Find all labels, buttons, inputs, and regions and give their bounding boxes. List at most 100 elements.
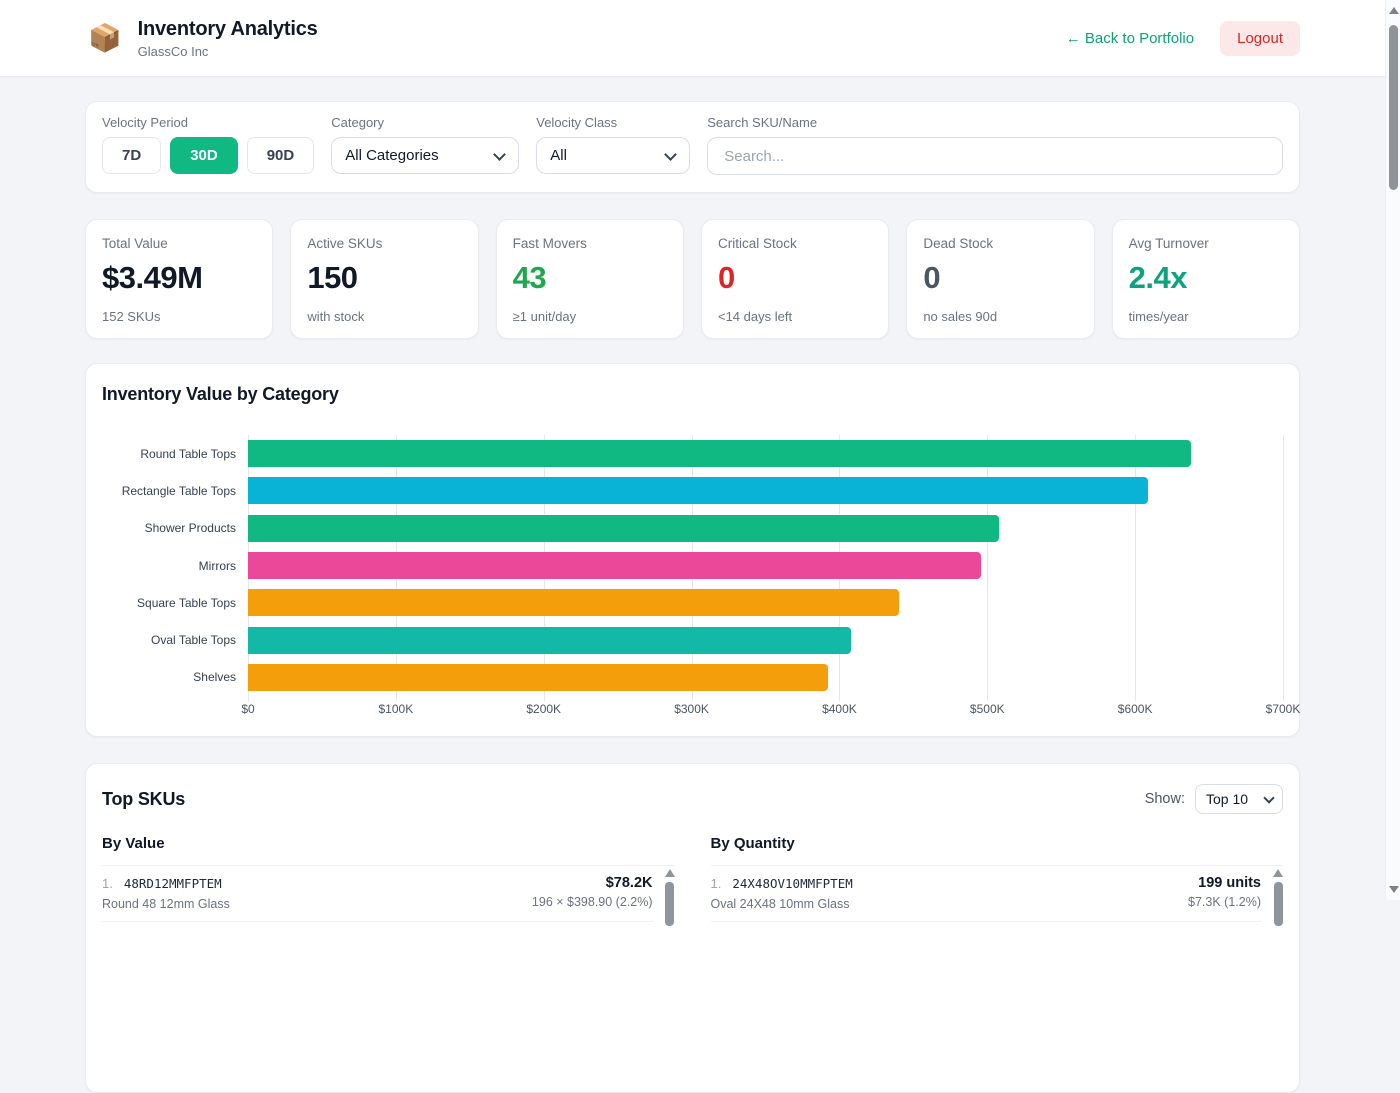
chart-bar-row <box>248 584 1283 621</box>
velocity-class-select-wrap: All <box>536 137 690 174</box>
sku-columns: By Value 1. 48RD12MMFPTEM Round 48 12mm G… <box>102 835 1283 922</box>
show-count-select[interactable]: Top 10 <box>1195 784 1283 814</box>
stat-value: 0 <box>923 260 1077 296</box>
sku-list-item[interactable]: 1.24X48OV10MMFPTEM Oval 24X48 10mm Glass… <box>711 866 1262 922</box>
sku-list-item[interactable]: 1.48RD12MMFPTEM Round 48 12mm Glass $78.… <box>102 866 653 922</box>
stat-value: 2.4x <box>1129 260 1283 296</box>
page-scrollbar-thumb[interactable] <box>1389 25 1398 190</box>
chart-category-label: Mirrors <box>199 559 236 573</box>
sku-value: 199 units <box>1188 875 1261 891</box>
chart-category-label: Rectangle Table Tops <box>122 484 236 498</box>
stat-card: Fast Movers 43 ≥1 unit/day <box>496 219 684 339</box>
stat-card: Active SKUs 150 with stock <box>290 219 478 339</box>
chart-bar[interactable] <box>248 440 1191 467</box>
chart-bar[interactable] <box>248 589 899 616</box>
chart-x-axis: $0$100K$200K$300K$400K$500K$600K$700K <box>248 702 1283 724</box>
page-scrollbar[interactable] <box>1385 0 1400 900</box>
chart-bar-row <box>248 621 1283 658</box>
sku-column-header: By Quantity <box>711 835 1284 852</box>
chart-x-tick-label: $100K <box>378 702 413 716</box>
category-label: Category <box>331 115 519 130</box>
stat-sublabel: times/year <box>1129 309 1283 324</box>
category-select-wrap: All Categories <box>331 137 519 174</box>
chart-category-label: Square Table Tops <box>137 596 236 610</box>
sku-code: 24X48OV10MMFPTEM <box>732 876 852 891</box>
brand: 📦 Inventory Analytics GlassCo Inc <box>88 18 318 59</box>
page-title: Inventory Analytics <box>138 18 318 41</box>
scrollbar-up-arrow-icon[interactable] <box>1386 3 1400 18</box>
stat-card: Dead Stock 0 no sales 90d <box>906 219 1094 339</box>
stat-label: Total Value <box>102 236 256 251</box>
show-select-wrap: Top 10 <box>1195 784 1283 814</box>
chart-bar-row <box>248 472 1283 509</box>
list-scrollbar[interactable] <box>665 869 675 926</box>
sku-name: Oval 24X48 10mm Glass <box>711 897 853 911</box>
sku-column: By Quantity 1.24X48OV10MMFPTEM Oval 24X4… <box>711 835 1284 922</box>
sku-sub: 196 × $398.90 (2.2%) <box>532 895 653 909</box>
chart-x-tick-label: $200K <box>526 702 561 716</box>
stat-value: $3.49M <box>102 260 256 296</box>
chart-bar[interactable] <box>248 627 851 654</box>
chart-plot-area <box>248 435 1283 696</box>
chart-x-tick-label: $700K <box>1266 702 1301 716</box>
chart-bar[interactable] <box>248 515 999 542</box>
sku-column: By Value 1. 48RD12MMFPTEM Round 48 12mm G… <box>102 835 675 922</box>
scrollbar-thumb[interactable] <box>665 882 674 926</box>
velocity-period-group: Velocity Period 7D30D90D <box>102 115 314 179</box>
stat-sublabel: with stock <box>307 309 461 324</box>
top-skus-title: Top SKUs <box>102 789 185 810</box>
chart-bar-row <box>248 547 1283 584</box>
search-group: Search SKU/Name <box>707 115 1283 179</box>
scroll-up-arrow-icon[interactable] <box>665 869 675 877</box>
velocity-period-30d-button[interactable]: 30D <box>170 137 238 174</box>
sku-list: 1.48RD12MMFPTEM Round 48 12mm Glass $78.… <box>102 865 675 922</box>
chart-category-label: Oval Table Tops <box>151 633 236 647</box>
stat-label: Active SKUs <box>307 236 461 251</box>
stat-value: 43 <box>513 260 667 296</box>
sku-rank: 1. <box>102 876 113 891</box>
sku-sub: $7.3K (1.2%) <box>1188 895 1261 909</box>
stat-sublabel: ≥1 unit/day <box>513 309 667 324</box>
stat-card: Avg Turnover 2.4x times/year <box>1112 219 1300 339</box>
sku-column-header: By Value <box>102 835 675 852</box>
list-scrollbar[interactable] <box>1273 869 1283 926</box>
velocity-period-7d-button[interactable]: 7D <box>102 137 161 174</box>
package-icon: 📦 <box>88 25 122 52</box>
velocity-period-label: Velocity Period <box>102 115 314 130</box>
stat-sublabel: no sales 90d <box>923 309 1077 324</box>
chart-bar[interactable] <box>248 552 981 579</box>
scroll-up-arrow-icon[interactable] <box>1273 869 1283 877</box>
company-subtitle: GlassCo Inc <box>138 44 318 59</box>
chart-bar[interactable] <box>248 664 828 691</box>
stat-label: Dead Stock <box>923 236 1077 251</box>
stat-value: 150 <box>307 260 461 296</box>
stat-card: Critical Stock 0 <14 days left <box>701 219 889 339</box>
chart-x-tick-label: $400K <box>822 702 857 716</box>
sku-code: 48RD12MMFPTEM <box>124 876 222 891</box>
velocity-class-select[interactable]: All <box>536 137 690 174</box>
top-skus-card: Top SKUs Show: Top 10 By Value 1. 48RD12M… <box>85 763 1300 1093</box>
search-input[interactable] <box>707 137 1283 175</box>
velocity-period-90d-button[interactable]: 90D <box>247 137 315 174</box>
chart-bar-row <box>248 510 1283 547</box>
sku-name: Round 48 12mm Glass <box>102 897 230 911</box>
chart-bar[interactable] <box>248 477 1148 504</box>
velocity-class-label: Velocity Class <box>536 115 690 130</box>
chart-gridline <box>1283 435 1284 701</box>
show-label: Show: <box>1145 791 1185 807</box>
chart-x-tick-label: $0 <box>241 702 254 716</box>
chart-x-tick-label: $500K <box>970 702 1005 716</box>
back-to-portfolio-link[interactable]: ← Back to Portfolio <box>1066 30 1194 47</box>
scrollbar-down-arrow-icon[interactable] <box>1386 882 1400 897</box>
category-group: Category All Categories <box>331 115 519 179</box>
scrollbar-thumb[interactable] <box>1274 882 1283 926</box>
logout-button[interactable]: Logout <box>1220 21 1300 56</box>
velocity-class-group: Velocity Class All <box>536 115 690 179</box>
app-header: 📦 Inventory Analytics GlassCo Inc ← Back… <box>0 0 1400 77</box>
stat-sublabel: <14 days left <box>718 309 872 324</box>
category-select[interactable]: All Categories <box>331 137 519 174</box>
stat-sublabel: 152 SKUs <box>102 309 256 324</box>
stat-value: 0 <box>718 260 872 296</box>
chart-bar-row <box>248 659 1283 696</box>
filter-bar: Velocity Period 7D30D90D Category All Ca… <box>85 101 1300 193</box>
